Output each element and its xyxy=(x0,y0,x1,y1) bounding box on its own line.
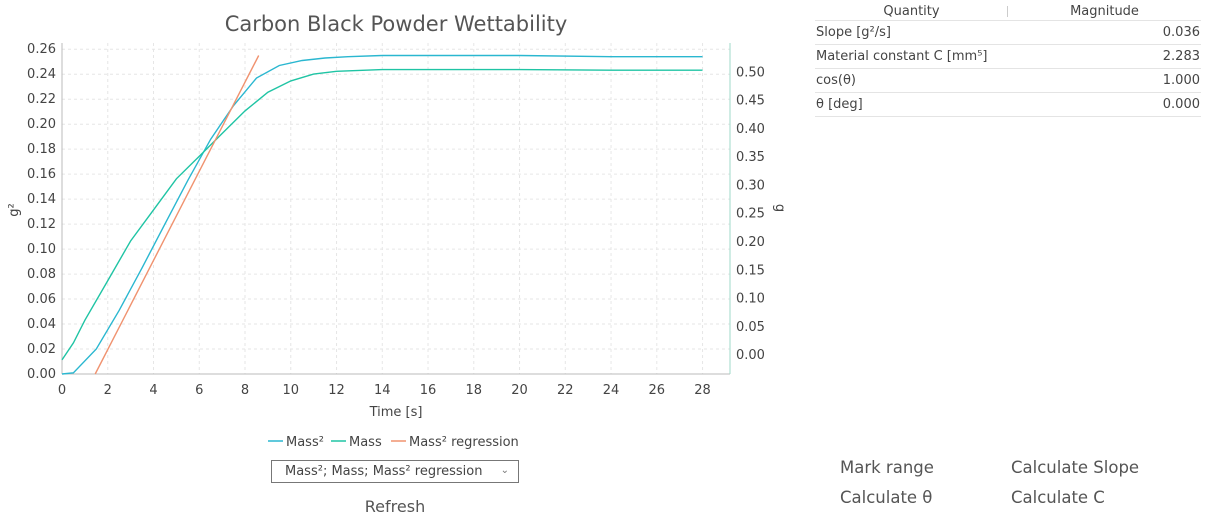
table-row: Slope [g²/s] 0.036 xyxy=(815,20,1201,45)
series-select-value: Mass²; Mass; Mass² regression xyxy=(285,464,483,479)
quantity-cell: Material constant C [mm⁵] xyxy=(815,44,1008,69)
x-tick-label: 18 xyxy=(466,383,483,398)
x-axis-label: Time [s] xyxy=(369,405,423,420)
table-header-row: Quantity Magnitude xyxy=(815,2,1201,21)
y-tick-label: 0.08 xyxy=(27,267,56,282)
legend-entry: Mass² xyxy=(286,435,324,450)
x-tick-label: 16 xyxy=(420,383,437,398)
chart-title: Carbon Black Powder Wettability xyxy=(225,12,568,36)
table-row: θ [deg] 0.000 xyxy=(815,92,1201,117)
y2-tick-label: 0.50 xyxy=(736,65,765,80)
y-tick-label: 0.14 xyxy=(27,192,56,207)
y-tick-label: 0.10 xyxy=(27,242,56,257)
x-tick-label: 28 xyxy=(694,383,711,398)
calculate-theta-button[interactable]: Calculate θ xyxy=(840,488,933,507)
y-tick-label: 0.20 xyxy=(27,117,56,132)
y2-tick-label: 0.25 xyxy=(736,207,765,222)
calculate-c-button[interactable]: Calculate C xyxy=(1011,488,1105,507)
x-tick-label: 0 xyxy=(58,383,66,398)
x-tick-label: 6 xyxy=(195,383,203,398)
y-tick-label: 0.18 xyxy=(27,142,56,157)
y-tick-label: 0.24 xyxy=(27,67,56,82)
y-tick-label: 0.02 xyxy=(27,342,56,357)
column-header-magnitude[interactable]: Magnitude xyxy=(1008,2,1201,21)
table-row: cos(θ) 1.000 xyxy=(815,68,1201,93)
x-tick-label: 24 xyxy=(603,383,620,398)
x-tick-label: 22 xyxy=(557,383,574,398)
magnitude-cell: 0.000 xyxy=(1008,92,1201,117)
quantity-cell: Slope [g²/s] xyxy=(815,20,1008,45)
y-axis-label: g² xyxy=(7,203,22,216)
refresh-button[interactable]: Refresh xyxy=(340,494,450,518)
x-tick-label: 4 xyxy=(149,383,157,398)
magnitude-cell: 1.000 xyxy=(1008,68,1201,93)
results-table: Quantity Magnitude Slope [g²/s] 0.036 Ma… xyxy=(815,2,1201,117)
y-tick-label: 0.06 xyxy=(27,292,56,307)
y-tick-label: 0.04 xyxy=(27,317,56,332)
y2-tick-label: 0.20 xyxy=(736,235,765,250)
y2-tick-label: 0.35 xyxy=(736,150,765,165)
y2-tick-label: 0.00 xyxy=(736,348,765,363)
y2-tick-label: 0.30 xyxy=(736,178,765,193)
series-line xyxy=(61,68,703,361)
x-tick-label: 10 xyxy=(282,383,299,398)
calculate-slope-button[interactable]: Calculate Slope xyxy=(1011,458,1140,477)
x-tick-label: 12 xyxy=(328,383,345,398)
y2-tick-label: 0.05 xyxy=(736,320,765,335)
series-line xyxy=(61,54,703,375)
magnitude-cell: 0.036 xyxy=(1008,20,1201,45)
column-header-quantity[interactable]: Quantity xyxy=(815,2,1008,21)
mark-range-button[interactable]: Mark range xyxy=(840,458,934,477)
legend-entry: Mass² regression xyxy=(409,435,519,450)
x-tick-label: 14 xyxy=(374,383,391,398)
legend-entry: Mass xyxy=(349,435,382,450)
quantity-cell: cos(θ) xyxy=(815,68,1008,93)
y2-tick-label: 0.10 xyxy=(736,292,765,307)
table-row: Material constant C [mm⁵] 2.283 xyxy=(815,44,1201,69)
y-tick-label: 0.26 xyxy=(27,42,56,57)
chart-panel: 0 2 4 6 8 10 12 14 16 18 20 22 24 26 28 0.00 0.02 0.04 0.0… xyxy=(0,0,790,521)
x-tick-label: 8 xyxy=(241,383,249,398)
wettability-chart[interactable]: 0 2 4 6 8 10 12 14 16 18 20 22 24 26 280.000.020.040.0… xyxy=(0,0,790,521)
magnitude-cell: 2.283 xyxy=(1008,44,1201,69)
y2-tick-label: 0.45 xyxy=(736,94,765,109)
x-tick-label: 20 xyxy=(511,383,528,398)
y-tick-label: 0.22 xyxy=(27,92,56,107)
series-select[interactable]: Mass²; Mass; Mass² regression ⌄ xyxy=(271,460,519,483)
y2-axis-label: g xyxy=(772,204,787,212)
series-line xyxy=(94,55,260,375)
y-tick-label: 0.16 xyxy=(27,167,56,182)
y2-tick-label: 0.15 xyxy=(736,263,765,278)
x-tick-label: 2 xyxy=(104,383,112,398)
y-tick-label: 0.12 xyxy=(27,217,56,232)
y-tick-label: 0.00 xyxy=(27,367,56,382)
y2-tick-label: 0.40 xyxy=(736,122,765,137)
x-tick-label: 26 xyxy=(649,383,666,398)
chevron-down-icon: ⌄ xyxy=(500,465,509,476)
quantity-cell: θ [deg] xyxy=(815,92,1008,117)
